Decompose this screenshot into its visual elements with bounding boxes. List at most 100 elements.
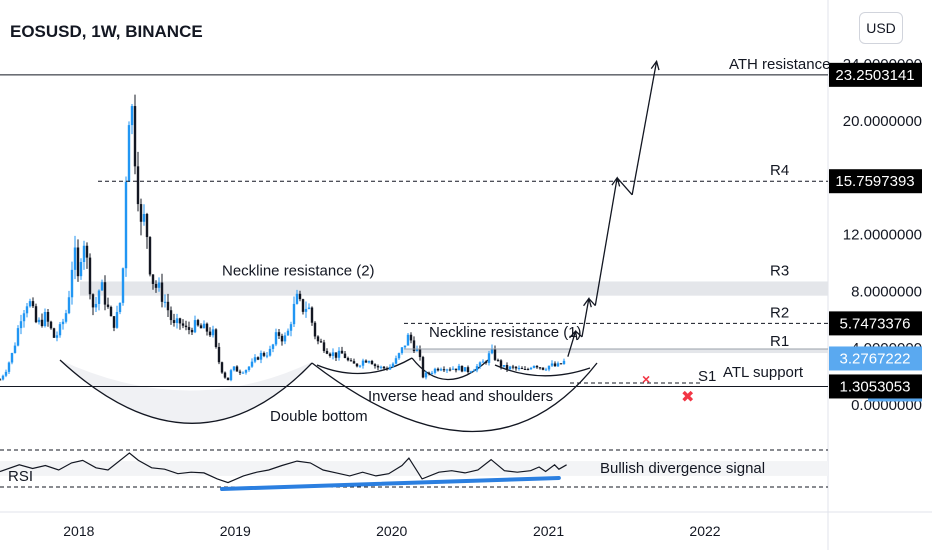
candle-body bbox=[76, 247, 80, 277]
candle-body bbox=[241, 372, 245, 374]
r4-price-label: 15.7597393 bbox=[835, 173, 914, 190]
candle-body bbox=[19, 321, 23, 329]
right-shoulder-arc bbox=[494, 364, 591, 377]
candle-body bbox=[445, 369, 449, 371]
bullish-divergence-line bbox=[220, 476, 561, 491]
time-tick-label: 2019 bbox=[220, 523, 251, 539]
candle-body bbox=[139, 204, 143, 222]
candle-body bbox=[502, 365, 506, 367]
current-price-label: 3.2767222 bbox=[840, 350, 911, 367]
candle-body bbox=[292, 303, 296, 325]
candle-body bbox=[268, 348, 272, 356]
candle-body bbox=[526, 369, 530, 371]
candle-body bbox=[373, 364, 377, 367]
candle-body bbox=[406, 334, 410, 346]
candle-body bbox=[505, 365, 509, 370]
candle-body bbox=[403, 345, 407, 348]
candle-body bbox=[22, 313, 26, 322]
candle-body bbox=[145, 213, 149, 238]
candle-body bbox=[67, 297, 71, 314]
candle-body bbox=[136, 166, 140, 205]
time-axis[interactable]: 2018 2019 2020 2021 2022 bbox=[0, 511, 932, 539]
candlestick-series[interactable] bbox=[0, 94, 566, 382]
candle-body bbox=[4, 371, 8, 376]
candle-body bbox=[166, 301, 170, 311]
price-axis[interactable]: 0.00000004.00000008.000000012.000000020.… bbox=[829, 56, 922, 414]
candle-body bbox=[43, 312, 47, 327]
candle-body bbox=[130, 106, 134, 126]
candle-body bbox=[238, 371, 242, 373]
candle-body bbox=[361, 360, 365, 366]
candle-body bbox=[79, 262, 83, 277]
candle-body bbox=[412, 340, 416, 352]
projection-segment bbox=[588, 298, 596, 307]
candle-body bbox=[46, 312, 50, 322]
candle-body bbox=[382, 366, 386, 369]
candle-body bbox=[64, 313, 68, 322]
candle-body bbox=[187, 327, 191, 330]
head-arc bbox=[411, 357, 489, 381]
candle-body bbox=[517, 367, 521, 369]
candle-body bbox=[61, 321, 65, 325]
candle-body bbox=[205, 323, 209, 332]
candle-body bbox=[559, 363, 563, 365]
r1-zone bbox=[404, 349, 828, 354]
candle-body bbox=[271, 344, 275, 349]
double-bottom-arc bbox=[59, 359, 313, 424]
price-tick-label: 12.0000000 bbox=[843, 227, 922, 244]
candle-body bbox=[49, 321, 53, 329]
current-price-badge bbox=[829, 346, 922, 371]
candle-body bbox=[490, 348, 494, 354]
candle-body bbox=[520, 367, 524, 369]
candle-body bbox=[496, 359, 500, 361]
level-lines bbox=[0, 74, 828, 387]
rsi-band bbox=[0, 461, 828, 476]
candle-body bbox=[40, 319, 44, 327]
double-bottom-fill bbox=[60, 360, 312, 424]
candle-body bbox=[376, 366, 380, 368]
candle-body bbox=[379, 366, 383, 368]
candle-body bbox=[283, 335, 287, 342]
projection-segment bbox=[567, 330, 577, 357]
candle-body bbox=[436, 368, 440, 371]
candle-body bbox=[442, 369, 446, 371]
candle-body bbox=[325, 350, 329, 354]
candle-body bbox=[346, 358, 350, 361]
double-bottom-label: Double bottom bbox=[270, 408, 368, 425]
candle-body bbox=[10, 353, 14, 363]
candle-body bbox=[385, 368, 389, 370]
candle-body bbox=[484, 361, 488, 363]
candle-body bbox=[217, 346, 221, 363]
candle-body bbox=[193, 320, 197, 333]
candle-body bbox=[196, 320, 200, 326]
candle-body bbox=[1, 375, 5, 380]
candle-body bbox=[448, 369, 452, 371]
candle-body bbox=[394, 358, 398, 364]
projection-segment bbox=[631, 61, 658, 195]
candle-body bbox=[148, 237, 152, 275]
candle-body bbox=[103, 282, 107, 305]
r4-price-badge bbox=[829, 169, 922, 194]
currency-button[interactable]: USD bbox=[859, 12, 903, 44]
candle-body bbox=[262, 352, 266, 356]
candle-body bbox=[529, 367, 533, 370]
candle-body bbox=[97, 290, 101, 304]
annotation-labels: ATH resistance R4 R3 R2 R1 S1 ATL support Neckl… bbox=[8, 56, 830, 485]
candle-body bbox=[259, 352, 263, 360]
candle-body bbox=[523, 368, 527, 370]
candle-body bbox=[202, 323, 206, 329]
neckline-1-label: Neckline resistance (1) bbox=[429, 324, 582, 341]
candle-body bbox=[424, 372, 428, 378]
candle-body bbox=[466, 367, 470, 373]
atl-support-label: ATL support bbox=[723, 364, 804, 381]
neckline-2-label: Neckline resistance (2) bbox=[222, 262, 375, 279]
candle-body bbox=[94, 303, 98, 308]
candle-body bbox=[493, 348, 497, 360]
candle-body bbox=[319, 341, 323, 343]
ath-resistance-label: ATH resistance bbox=[729, 56, 830, 73]
candle-body bbox=[37, 319, 41, 323]
candle-body bbox=[352, 361, 356, 364]
time-tick-label: 2020 bbox=[376, 523, 407, 539]
rsi-label: RSI bbox=[8, 468, 33, 485]
